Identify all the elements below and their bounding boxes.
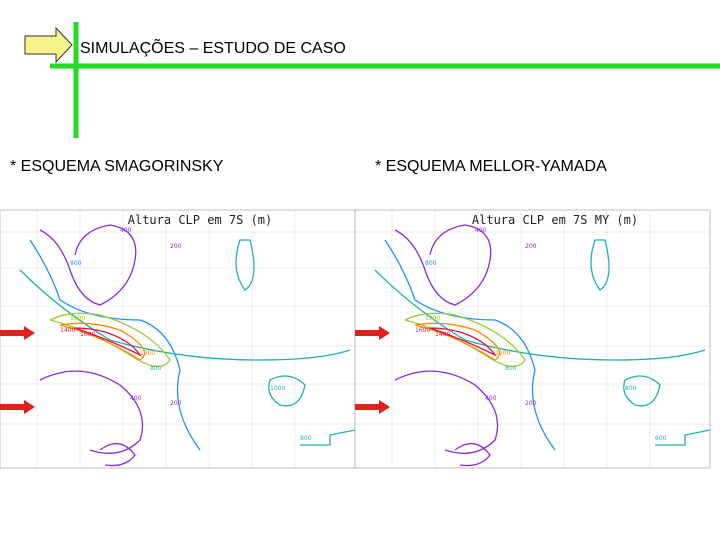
panel-heading: * ESQUEMA MELLOR-YAMADA bbox=[375, 158, 607, 175]
plot-title: Altura CLP em 7S (m) bbox=[128, 213, 273, 227]
contour-label: 800 bbox=[150, 365, 162, 372]
contour-label: 1000 bbox=[70, 315, 85, 322]
contour-label: 400 bbox=[485, 395, 497, 402]
contour-label: 1400 bbox=[60, 327, 75, 334]
contour-label: 200 bbox=[170, 243, 182, 250]
contour-plot: Altura CLP em 7S (m) bbox=[0, 209, 356, 469]
contour-label: 1000 bbox=[270, 385, 285, 392]
contour-label: 1400 bbox=[435, 331, 450, 338]
contour-label: 800 bbox=[425, 260, 437, 267]
contour-label: 1600 bbox=[415, 327, 430, 334]
contour-label: 800 bbox=[505, 365, 517, 372]
contour-label: 800 bbox=[625, 385, 637, 392]
contour-label: 400 bbox=[130, 395, 142, 402]
contour-plot: Altura CLP em 7S MY (m) bbox=[354, 209, 711, 469]
contour-label: 1600 bbox=[80, 331, 95, 338]
panel-heading: * ESQUEMA SMAGORINSKY bbox=[10, 158, 224, 175]
contour-label: 200 bbox=[170, 400, 182, 407]
contour-label: 200 bbox=[525, 400, 537, 407]
plot-title: Altura CLP em 7S MY (m) bbox=[472, 213, 638, 227]
contour-label: 800 bbox=[300, 435, 312, 442]
contour-label: 600 bbox=[655, 435, 667, 442]
slide-title: SIMULAÇÕES – ESTUDO DE CASO bbox=[80, 37, 346, 57]
contour-label: 400 bbox=[120, 227, 132, 234]
contour-label: 1000 bbox=[425, 315, 440, 322]
contour-label: 800 bbox=[70, 260, 82, 267]
contour-label: 1200 bbox=[140, 350, 155, 357]
contour-label: 1200 bbox=[495, 350, 510, 357]
title-arrow bbox=[24, 26, 73, 64]
contour-label: 400 bbox=[475, 227, 487, 234]
contour-label: 200 bbox=[525, 243, 537, 250]
